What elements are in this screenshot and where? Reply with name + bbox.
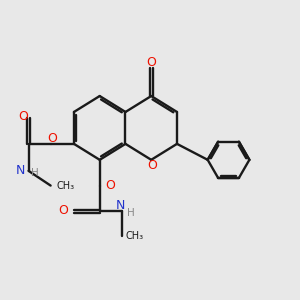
Text: H: H — [31, 168, 39, 178]
Text: O: O — [146, 56, 156, 69]
Text: CH₃: CH₃ — [56, 181, 74, 190]
Text: H: H — [127, 208, 135, 218]
Text: O: O — [59, 204, 68, 217]
Text: O: O — [105, 179, 115, 192]
Text: O: O — [18, 110, 28, 123]
Text: O: O — [47, 132, 57, 145]
Text: N: N — [16, 164, 25, 177]
Text: N: N — [116, 200, 125, 212]
Text: O: O — [148, 159, 158, 172]
Text: CH₃: CH₃ — [125, 231, 144, 241]
